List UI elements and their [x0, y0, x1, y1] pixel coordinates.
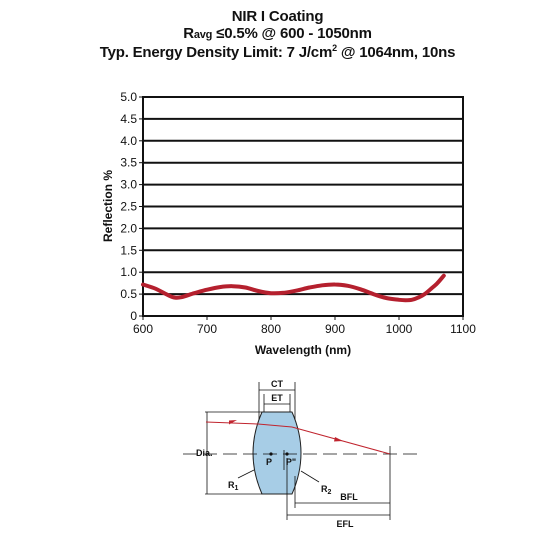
x-tick-labels: 600 700 800 900 1000 1100 [133, 316, 476, 336]
x-axis-label: Wavelength (nm) [255, 343, 351, 357]
r1-subscript: 1 [235, 485, 239, 492]
energy-spec-pre: Typ. Energy Density Limit: 7 J/cm [99, 44, 333, 61]
r-symbol: R [183, 25, 194, 42]
gridlines [143, 117, 463, 296]
x-tick-label-3: 900 [325, 322, 345, 336]
principal-point-p [269, 452, 273, 456]
lens-diagram: CT ET Dia. P P" BFL EFL R1 R2 [183, 379, 420, 529]
r2-leader [300, 470, 320, 483]
inner-ray [257, 423, 293, 428]
chart-title: NIR I Coating [231, 8, 324, 25]
x-tick-label-1: 700 [197, 322, 217, 336]
chart-title-block: NIR I Coating Ravg ≤0.5% @ 600 - 1050nm … [0, 8, 555, 61]
x-tick-label-4: 1000 [386, 322, 413, 336]
y-axis-label: Reflection % [101, 170, 115, 242]
incoming-ray [205, 421, 259, 425]
r2-symbol: R [321, 484, 328, 494]
y-tick-label-1: 0.5 [120, 287, 137, 301]
et-label: ET [271, 393, 283, 403]
bfl-label: BFL [340, 492, 358, 502]
reflection-curve [141, 273, 446, 303]
plot-frame [142, 96, 464, 317]
energy-spec-post: @ 1064nm, 10ns [336, 44, 456, 61]
y-tick-label-8: 4.0 [120, 134, 137, 148]
r-subscript: avg [193, 29, 213, 41]
x-tick-label-0: 600 [133, 322, 153, 336]
dia-label: Dia. [196, 448, 213, 458]
chart-subtitle-energy: Typ. Energy Density Limit: 7 J/cm2 @ 106… [0, 43, 555, 62]
y-tick-label-6: 3.0 [120, 178, 137, 192]
principal-point-p-prime [285, 452, 289, 456]
ct-label: CT [271, 379, 283, 389]
energy-superscript: 2 [332, 43, 337, 53]
y-tick-label-7: 3.5 [120, 156, 137, 170]
x-tick-label-2: 800 [261, 322, 281, 336]
r1-leader [237, 469, 255, 479]
ray-arrow-in [229, 420, 237, 425]
y-tick-label-10: 5.0 [120, 90, 137, 104]
r2-subscript: 2 [328, 489, 332, 496]
reflectance-spec: ≤0.5% @ 600 - 1050nm [212, 25, 372, 42]
r1-symbol: R [228, 480, 235, 490]
chart-subtitle-reflectance: Ravg ≤0.5% @ 600 - 1050nm [0, 25, 555, 44]
lens-body [252, 411, 302, 495]
y-tick-label-2: 1.0 [120, 265, 137, 279]
y-tick-labels: 0 0.5 1.0 1.5 2.0 2.5 3.0 3.5 4.0 4.5 5.0 [120, 90, 143, 323]
y-tick-label-5: 2.5 [120, 200, 137, 214]
efl-label: EFL [337, 519, 355, 529]
reflection-chart: 0 0.5 1.0 1.5 2.0 2.5 3.0 3.5 4.0 4.5 5.0 600 700 80… [101, 90, 476, 357]
y-tick-label-0: 0 [130, 309, 137, 323]
y-tick-label-3: 1.5 [120, 243, 137, 257]
x-tick-label-5: 1100 [450, 322, 476, 336]
r2-label: R2 [321, 484, 332, 496]
y-tick-label-4: 2.0 [120, 221, 137, 235]
ray-arrow-out [334, 437, 343, 442]
p-label: P [266, 457, 272, 467]
r1-label: R1 [228, 480, 239, 492]
y-tick-label-9: 4.5 [120, 112, 137, 126]
p-prime-label: P" [286, 457, 296, 467]
